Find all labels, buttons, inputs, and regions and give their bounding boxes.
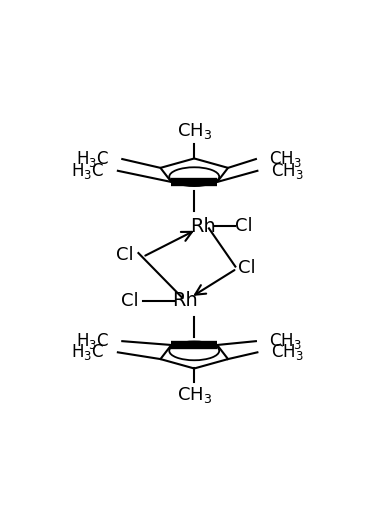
Text: CH$_3$: CH$_3$ <box>177 121 212 141</box>
Text: CH$_3$: CH$_3$ <box>271 161 303 181</box>
Text: CH$_3$: CH$_3$ <box>269 331 302 351</box>
Text: CH$_3$: CH$_3$ <box>271 342 303 362</box>
Text: H$_3$C: H$_3$C <box>76 149 109 169</box>
Text: CH$_3$: CH$_3$ <box>269 149 302 169</box>
Text: CH$_3$: CH$_3$ <box>177 385 212 405</box>
Text: Rh: Rh <box>190 216 216 235</box>
Text: H$_3$C: H$_3$C <box>72 342 105 362</box>
Text: Cl: Cl <box>235 217 253 235</box>
Text: Rh: Rh <box>172 291 198 311</box>
Text: Cl: Cl <box>238 259 256 277</box>
Text: Cl: Cl <box>121 292 138 310</box>
Text: H$_3$C: H$_3$C <box>76 331 109 351</box>
Text: Cl: Cl <box>116 247 134 264</box>
Text: H$_3$C: H$_3$C <box>72 161 105 181</box>
